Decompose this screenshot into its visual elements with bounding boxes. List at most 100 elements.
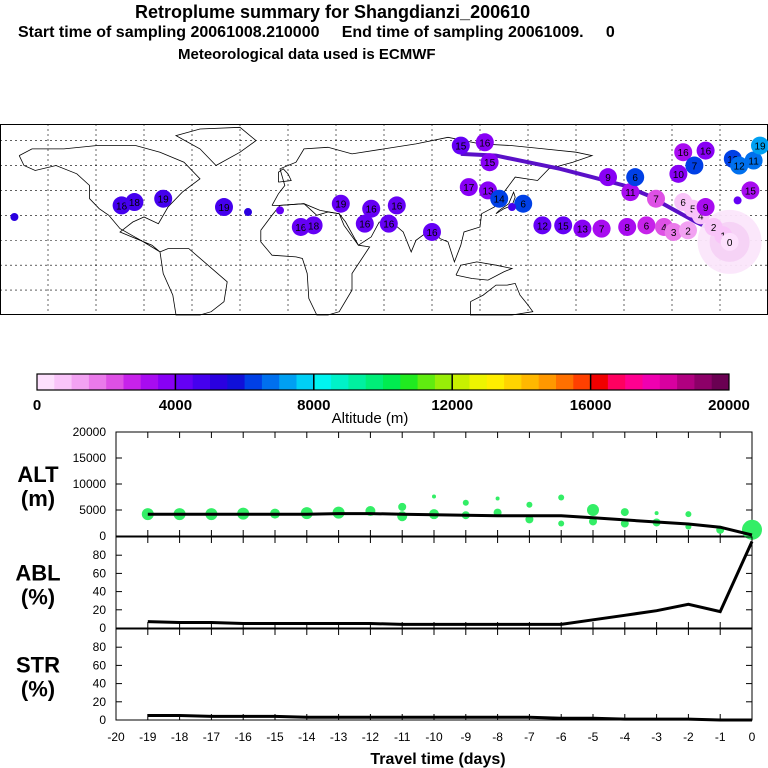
y-tick-label: 80 xyxy=(93,640,107,654)
x-tick-label: -3 xyxy=(651,730,662,744)
x-axis-label: Travel time (days) xyxy=(370,751,505,768)
plume-point xyxy=(674,143,693,162)
altitude-point xyxy=(462,499,469,506)
plume-point xyxy=(244,208,252,217)
colorbar-segment xyxy=(296,374,315,390)
plume-point xyxy=(669,164,688,183)
plume-point-label: 6 xyxy=(520,200,526,211)
colorbar-segment xyxy=(607,374,626,390)
colorbar-segment xyxy=(694,374,713,390)
plume-point-label: 16 xyxy=(479,138,491,149)
y-tick-label: 5000 xyxy=(79,503,106,517)
colorbar-segment xyxy=(573,374,591,390)
x-tick-label: -16 xyxy=(235,730,253,744)
plume-point-label: 3 xyxy=(671,228,677,239)
x-tick-label: -1 xyxy=(715,730,726,744)
plume-point xyxy=(618,217,637,236)
panel-unit: (m) xyxy=(21,486,55,511)
coastline xyxy=(174,126,257,166)
plume-point-label: 16 xyxy=(426,228,438,239)
plume-point-label: 0 xyxy=(727,238,733,249)
colorbar-segment xyxy=(106,374,124,390)
colorbar-segment xyxy=(37,374,55,390)
panel-frame xyxy=(115,536,753,629)
colorbar-segment xyxy=(123,374,142,390)
panel-abl: 0 20 40 60 80 ABL(%) xyxy=(15,536,754,635)
plume-point-label: 5 xyxy=(690,205,696,216)
colorbar-segment xyxy=(175,374,194,390)
altitude-point xyxy=(587,504,599,516)
panel-unit: (%) xyxy=(21,677,55,702)
panel-frame xyxy=(115,628,753,721)
y-tick-label: 10000 xyxy=(73,477,107,491)
met-data-line: Meteorological data used is ECMWF xyxy=(178,46,436,63)
plume-point xyxy=(741,181,760,200)
altitude-point xyxy=(525,515,534,524)
colorbar-segment xyxy=(417,374,436,390)
plume-point-label: 15 xyxy=(745,186,757,197)
plume-point-label: 19 xyxy=(335,200,347,211)
plume-point xyxy=(475,133,494,152)
plume-point xyxy=(592,219,611,238)
plume-point xyxy=(362,199,381,218)
colorbar-segment xyxy=(486,374,505,390)
coastline xyxy=(260,203,371,316)
plume-point xyxy=(355,214,374,233)
colorbar-tick-label: 4000 xyxy=(159,397,192,414)
plume-point xyxy=(744,151,763,170)
plume-point-label: 16 xyxy=(391,201,403,212)
plume-point xyxy=(514,194,533,213)
x-tick-label: -6 xyxy=(556,730,567,744)
coastline xyxy=(277,168,292,183)
plume-point-label: 10 xyxy=(673,170,685,181)
plume-point-label: 19 xyxy=(158,195,170,206)
plume-point xyxy=(451,136,470,155)
altitude-point xyxy=(495,496,500,501)
colorbar-segment xyxy=(400,374,418,390)
plume-point xyxy=(733,196,742,205)
colorbar-segment xyxy=(469,374,488,390)
time-series-panels: 05000100001500020000ALT(m)020406080ABL(%… xyxy=(15,425,762,744)
panel-alt: 0 5000 10000 15000 20000 ALT(m) xyxy=(17,425,762,543)
colorbar-segment xyxy=(538,374,557,390)
colorbar-segment xyxy=(659,374,678,390)
altitude-point xyxy=(432,494,436,499)
altitude-point xyxy=(654,511,659,516)
plume-point xyxy=(696,198,715,217)
plume-point xyxy=(696,141,715,160)
colorbar-tick-label: 0 xyxy=(33,397,41,414)
panel-unit: (%) xyxy=(21,585,55,610)
coastline xyxy=(18,145,201,253)
panel-label: ABL xyxy=(15,561,60,586)
colorbar-tick-label: 20000 xyxy=(708,397,750,414)
series-line xyxy=(147,540,754,626)
coastline xyxy=(455,261,514,281)
panel-label: ALT xyxy=(17,462,59,487)
plume-point-label: 14 xyxy=(494,195,506,206)
y-tick-label: 60 xyxy=(93,658,107,672)
plume-point xyxy=(679,221,697,240)
colorbar-segment xyxy=(642,374,661,390)
plume-point xyxy=(331,194,350,213)
colorbar-segment xyxy=(140,374,159,390)
plume-point xyxy=(387,196,406,215)
plume-point-label: 19 xyxy=(218,203,230,214)
coastline xyxy=(469,282,534,316)
altitude-point xyxy=(620,508,629,517)
x-tick-label: 0 xyxy=(749,730,756,744)
y-tick-label: 60 xyxy=(93,566,107,580)
y-tick-label: 40 xyxy=(93,677,107,691)
plume-point xyxy=(647,189,665,208)
colorbar-segment xyxy=(677,374,695,390)
colorbar-segment xyxy=(244,374,263,390)
plume-point xyxy=(379,214,398,233)
x-tick-label: -2 xyxy=(683,730,694,744)
colorbar-tick-label: 12000 xyxy=(431,397,473,414)
colorbar-segment xyxy=(54,374,72,390)
colorbar-segment xyxy=(434,374,453,390)
plume-point xyxy=(215,198,233,217)
plume-point-label: 15 xyxy=(558,221,570,232)
plume-point-label: 6 xyxy=(680,198,686,209)
